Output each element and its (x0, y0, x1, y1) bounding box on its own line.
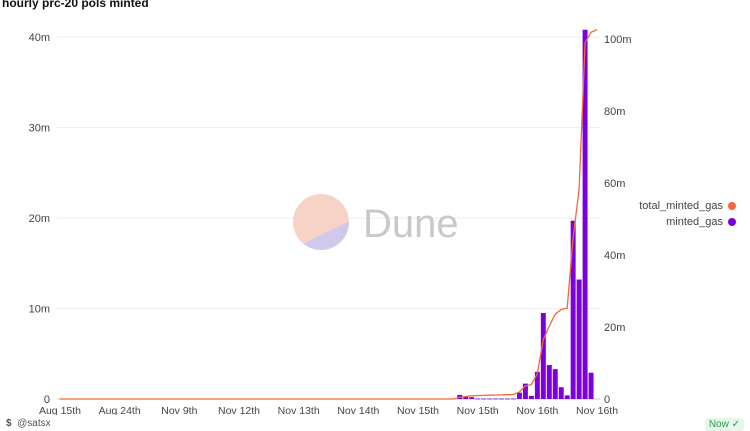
right-tick-label: 100m (604, 34, 632, 46)
chart-title: hourly prc-20 pols minted (2, 0, 149, 10)
bar (570, 220, 576, 399)
x-tick-label: Nov 13th (278, 405, 320, 415)
x-tick-label: Nov 15th (457, 405, 499, 415)
x-tick-label: Aug 15th (39, 405, 81, 415)
dune-watermark-logo: Dune (293, 194, 459, 250)
refresh-status-badge[interactable]: Now ✓ (704, 418, 744, 431)
left-tick-label: 30m (29, 123, 50, 135)
left-tick-label: 10m (29, 304, 50, 316)
author-link[interactable]: $ @satsx (6, 418, 51, 429)
bar (475, 398, 481, 400)
bar (582, 29, 588, 399)
right-tick-label: 80m (604, 106, 625, 118)
x-tick-label: Nov 9th (161, 405, 197, 415)
bar (469, 397, 475, 399)
right-axis: 0 20m 40m 60m 80m 100m (604, 34, 632, 406)
watermark-text: Dune (363, 202, 459, 246)
bar (588, 372, 594, 399)
legend-label: total_minted_gas (639, 200, 723, 212)
legend-dot-icon (728, 218, 736, 226)
x-tick-label: Nov 16th (516, 405, 558, 415)
right-tick-label: 0 (604, 394, 610, 406)
left-axis: 0 10m 20m 30m 40m (29, 32, 50, 406)
bar (463, 396, 469, 399)
left-tick-label: 40m (29, 32, 50, 44)
x-tick-label: Nov 16th (576, 405, 618, 415)
chart: Dune 0 10m 20m 30m 40m 0 20m 40m 60m 80m 100m Aug… (29, 29, 632, 415)
bar (552, 369, 558, 399)
dollar-icon: $ (6, 418, 12, 429)
x-tick-label: Nov 14th (337, 405, 379, 415)
author-name: @satsx (17, 418, 51, 429)
bar (522, 383, 528, 399)
bar (576, 279, 582, 399)
check-circle-icon: ✓ (731, 419, 740, 430)
left-tick-label: 0 (44, 394, 50, 406)
left-tick-label: 20m (29, 213, 50, 225)
status-text: Now (708, 419, 729, 430)
bar (528, 395, 534, 399)
total-minted-gas-line (60, 29, 598, 400)
bar (546, 365, 552, 399)
bar (493, 398, 499, 400)
legend-dot-icon (728, 202, 736, 210)
bar (540, 313, 546, 399)
legend-item-total-minted-gas[interactable]: total_minted_gas (639, 200, 736, 212)
legend-item-minted-gas[interactable]: minted_gas (666, 216, 736, 228)
bar (487, 398, 493, 400)
right-tick-label: 40m (604, 250, 625, 262)
bar (534, 371, 540, 399)
bar (481, 398, 487, 400)
x-axis: Aug 15th Aug 24th Nov 9th Nov 12th Nov 13th N… (39, 405, 618, 415)
x-tick-label: Nov 12th (218, 405, 260, 415)
bar (564, 395, 570, 399)
legend-label: minted_gas (666, 216, 723, 228)
bar (558, 387, 564, 399)
right-tick-label: 20m (604, 322, 625, 334)
right-tick-label: 60m (604, 178, 625, 190)
x-tick-label: Aug 24th (99, 405, 141, 415)
bar (505, 398, 510, 400)
bar (516, 392, 522, 399)
minted-gas-bars (457, 29, 594, 400)
bar (510, 398, 516, 400)
bar (499, 398, 505, 400)
x-tick-label: Nov 15th (397, 405, 439, 415)
